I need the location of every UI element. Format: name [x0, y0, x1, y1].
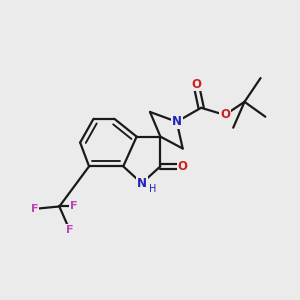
Text: O: O: [191, 77, 201, 91]
Text: N: N: [137, 177, 147, 190]
Text: H: H: [149, 184, 157, 194]
Text: F: F: [66, 225, 74, 235]
Text: F: F: [31, 204, 38, 214]
Text: O: O: [220, 108, 230, 122]
Text: O: O: [178, 160, 188, 173]
Text: F: F: [70, 202, 77, 212]
Text: N: N: [172, 115, 182, 128]
